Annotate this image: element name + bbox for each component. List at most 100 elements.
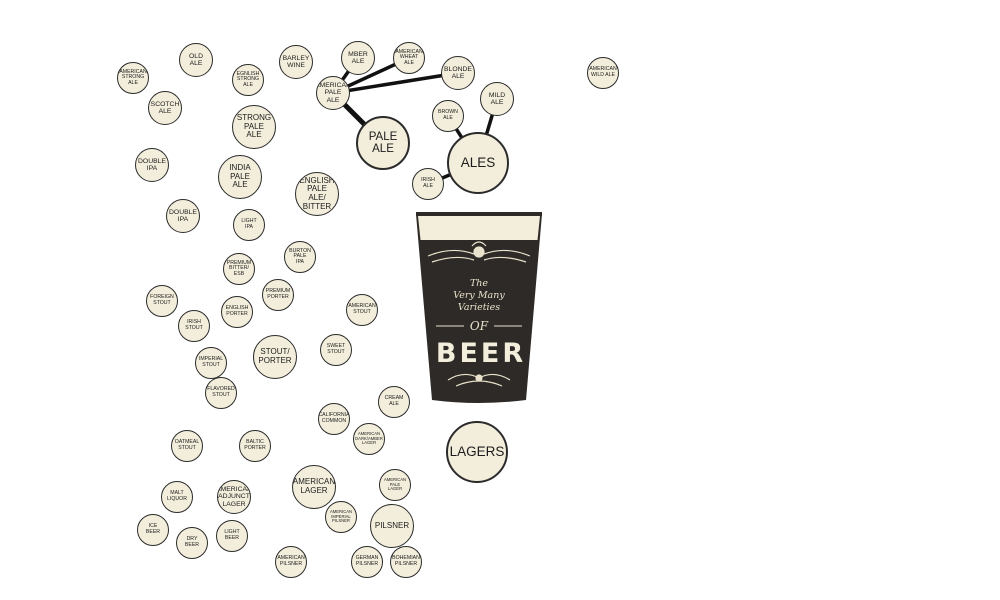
node-label: CALIFORNIA COMMON: [318, 412, 350, 424]
node-american-pale-lager[interactable]: AMERICAN PALE LAGER: [379, 469, 411, 501]
node-label: CREAM ALE: [384, 395, 404, 407]
node-india-pale-ale[interactable]: INDIA PALE ALE: [218, 155, 262, 199]
node-label: BALTIC PORTER: [244, 439, 266, 451]
node-ales[interactable]: ALES: [447, 132, 509, 194]
node-label: BOHEMIAN PILSNER: [392, 555, 420, 567]
node-imperial-stout[interactable]: IMPERIAL STOUT: [195, 347, 227, 379]
node-irish-stout[interactable]: IRISH STOUT: [178, 310, 210, 342]
glass-of-label: OF: [470, 319, 489, 333]
node-brown-ale[interactable]: BROWN ALE: [432, 100, 464, 132]
node-malt-liquor[interactable]: MALT LIQUOR: [161, 481, 193, 513]
node-blonde-ale[interactable]: BLONDE ALE: [441, 56, 475, 90]
node-label: AMERICAN IMPERIAL PILSNER: [329, 509, 353, 524]
node-bohemian-pilsner[interactable]: BOHEMIAN PILSNER: [390, 546, 422, 578]
top-ornament: [427, 241, 531, 263]
node-english-pale-ale[interactable]: ENGLISH PALE ALE/ BITTER: [295, 172, 339, 216]
node-pale-ale[interactable]: PALE ALE: [356, 116, 410, 170]
node-label: AMERICAN WHEAT ALE: [395, 48, 423, 66]
node-label: BARLEY WINE: [282, 54, 310, 69]
node-label: AMERICAN PALE LAGER: [383, 477, 407, 492]
node-dry-beer[interactable]: DRY BEER: [176, 527, 208, 559]
node-pilsner[interactable]: PILSNER: [370, 504, 414, 548]
node-label: FOREIGN STOUT: [150, 294, 174, 306]
node-label: AMERICAN LAGER: [292, 477, 336, 495]
node-american-dark-amber-lager[interactable]: AMERICAN DARK/AMBER LAGER: [353, 423, 385, 455]
node-label: SCOTCH ALE: [150, 100, 180, 115]
beer-glass-illustration: The Very Many Varieties OF BEER: [412, 210, 546, 406]
node-double-ipa-2[interactable]: DOUBLE IPA: [166, 199, 200, 233]
node-label: BURTON PALE IPA: [289, 247, 311, 265]
node-american-imperial-pilsner[interactable]: AMERICAN IMPERIAL PILSNER: [325, 501, 357, 533]
node-english-strong-ale[interactable]: EGNLISH STRONG ALE: [232, 64, 264, 96]
node-stout-porter[interactable]: STOUT/ PORTER: [253, 335, 297, 379]
node-label: OATMEAL STOUT: [174, 439, 200, 451]
node-label: STRONG PALE ALE: [236, 113, 272, 140]
node-label: ALES: [460, 154, 496, 170]
node-premium-porter[interactable]: PREMIUM PORTER: [262, 279, 294, 311]
node-english-porter[interactable]: ENGLISH PORTER: [221, 296, 253, 328]
node-label: AMERICAN STOUT: [348, 303, 376, 315]
node-american-pilsner[interactable]: AMERICAN PILSNER: [275, 546, 307, 578]
node-label: MALT LIQUOR: [167, 490, 187, 502]
node-amber-ale[interactable]: MBER ALE: [341, 41, 375, 75]
node-american-stout[interactable]: AMERICAN STOUT: [346, 294, 378, 326]
node-german-pilsner[interactable]: GERMAN PILSNER: [351, 546, 383, 578]
node-label: ENGLISH PALE ALE/ BITTER: [299, 175, 335, 211]
node-american-strong-ale[interactable]: AMERICAN STRONG ALE: [117, 62, 149, 94]
node-barley-wine[interactable]: BARLEY WINE: [279, 45, 313, 79]
beer-glass-svg: The Very Many Varieties OF BEER: [416, 212, 542, 403]
node-light-ipa[interactable]: LIGHT IPA: [233, 209, 265, 241]
node-label: AMERICAN DARK/AMBER LAGER: [355, 431, 383, 446]
node-label: ICE BEER: [145, 523, 161, 535]
node-label: DRY BEER: [184, 536, 200, 548]
node-cream-ale[interactable]: CREAM ALE: [378, 386, 410, 418]
node-label: GERMAN PILSNER: [355, 555, 379, 567]
node-label: PILSNER: [374, 520, 410, 530]
node-lagers[interactable]: LAGERS: [446, 421, 508, 483]
node-american-wheat-ale[interactable]: AMERICAN WHEAT ALE: [393, 42, 425, 74]
node-california-common[interactable]: CALIFORNIA COMMON: [318, 403, 350, 435]
node-old-ale[interactable]: OLD ALE: [179, 43, 213, 77]
glass-title-line-1: The: [470, 278, 488, 289]
node-double-ipa-1[interactable]: DOUBLE IPA: [135, 148, 169, 182]
node-burton-pale-ipa[interactable]: BURTON PALE IPA: [284, 241, 316, 273]
node-irish-ale[interactable]: IRISH ALE: [412, 168, 444, 200]
node-label: FLAVORED STOUT: [207, 386, 235, 398]
node-label: AMERICAN STRONG ALE: [119, 68, 147, 86]
link-american-pale-ale-to-blonde-ale: [331, 71, 460, 95]
node-oatmeal-stout[interactable]: OATMEAL STOUT: [171, 430, 203, 462]
node-ice-beer[interactable]: ICE BEER: [137, 514, 169, 546]
node-american-lager[interactable]: AMERICAN LAGER: [292, 465, 336, 509]
node-label: MBER ALE: [348, 50, 368, 65]
node-label: IMPERIAL STOUT: [198, 356, 224, 368]
node-label: PREMIUM PORTER: [265, 288, 291, 300]
node-american-pale-ale[interactable]: AMERICAN PALE ALE: [316, 76, 350, 110]
node-label: OLD ALE: [189, 52, 203, 67]
node-sweet-stout[interactable]: SWEET STOUT: [320, 334, 352, 366]
node-flavored-stout[interactable]: FLAVORED STOUT: [205, 377, 237, 409]
node-strong-pale-ale[interactable]: STRONG PALE ALE: [232, 105, 276, 149]
node-mild-ale[interactable]: MILD ALE: [480, 82, 514, 116]
node-label: IRISH STOUT: [185, 319, 203, 331]
node-label: PREMIUM BITTER/ ESB: [226, 259, 252, 277]
node-premium-bitter[interactable]: PREMIUM BITTER/ ESB: [223, 253, 255, 285]
node-label: AMERICAN ADJUNCT LAGER: [217, 486, 251, 508]
node-label: LAGERS: [449, 443, 505, 459]
node-light-beer[interactable]: LIGHT BEER: [216, 520, 248, 552]
node-label: STOUT/ PORTER: [258, 347, 292, 365]
glass-body: [416, 214, 542, 403]
node-label: IRISH ALE: [421, 177, 435, 189]
node-baltic-porter[interactable]: BALTIC PORTER: [239, 430, 271, 462]
node-scotch-ale[interactable]: SCOTCH ALE: [148, 91, 182, 125]
node-label: BROWN ALE: [438, 109, 458, 121]
glass-foam: [418, 216, 540, 240]
node-american-adjunct-lager[interactable]: AMERICAN ADJUNCT LAGER: [217, 480, 251, 514]
node-label: LIGHT IPA: [241, 218, 257, 230]
node-label: AMERICAN WILD ALE: [589, 66, 617, 78]
node-foreign-stout[interactable]: FOREIGN STOUT: [146, 285, 178, 317]
node-american-wild-ale[interactable]: AMERICAN WILD ALE: [587, 57, 619, 89]
node-label: AMERICAN PILSNER: [277, 555, 305, 567]
glass-beer-label: BEER: [436, 338, 526, 369]
glass-rim: [416, 212, 542, 216]
